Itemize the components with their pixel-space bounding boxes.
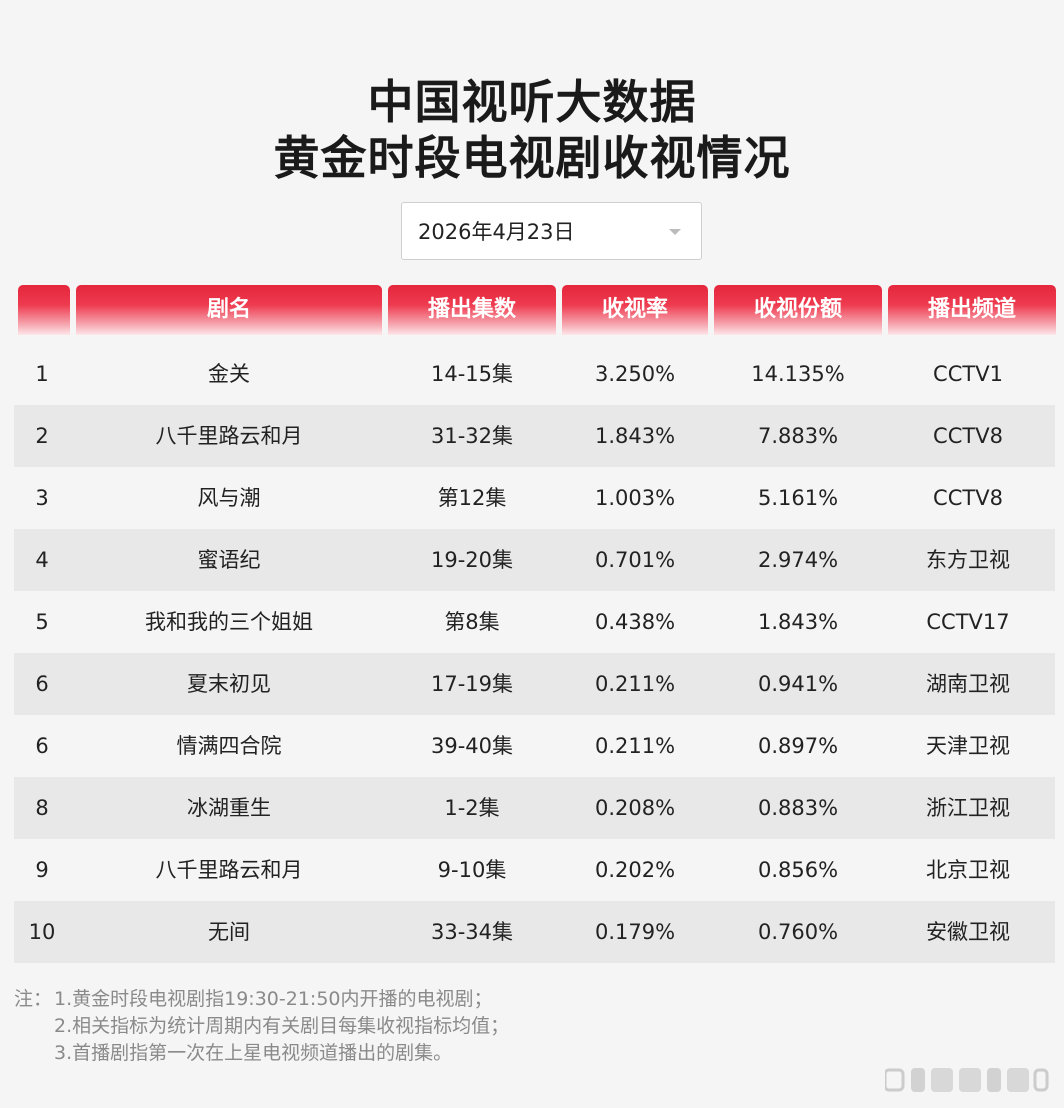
chevron-down-icon (669, 229, 681, 235)
rank-cell: 1 (35, 362, 49, 386)
channel-cell: 东方卫视 (926, 548, 1010, 572)
rating-cell: 1.003% (594, 486, 676, 510)
column-header-rating: 收视率 (562, 285, 708, 335)
channel-cell: 天津卫视 (926, 734, 1010, 758)
rank-cell: 3 (35, 486, 49, 510)
table-row: 8 冰湖重生 1-2集 0.208% 0.883% 浙江卫视 (14, 777, 1055, 839)
share-cell: 2.974% (757, 548, 839, 572)
column-header-share: 收视份额 (714, 285, 882, 335)
drama-name-cell: 蜜语纪 (197, 548, 261, 572)
channel-cell: 湖南卫视 (926, 672, 1010, 696)
episodes-cell: 第12集 (437, 486, 507, 510)
share-cell: 5.161% (757, 486, 839, 510)
table-row: 10 无间 33-34集 0.179% 0.760% 安徽卫视 (14, 901, 1055, 963)
rank-cell: 10 (28, 920, 56, 944)
episodes-cell: 31-32集 (430, 424, 514, 448)
channel-cell: CCTV8 (933, 424, 1003, 448)
rating-cell: 0.202% (594, 858, 676, 882)
rating-cell: 3.250% (594, 362, 676, 386)
drama-name-cell: 风与潮 (197, 486, 261, 510)
rating-cell: 0.179% (594, 920, 676, 944)
table-row: 2 八千里路云和月 31-32集 1.843% 7.883% CCTV8 (14, 405, 1055, 467)
footnote-item: 1.黄金时段电视剧指19:30-21:50内开播的电视剧； (54, 988, 493, 1010)
episodes-cell: 17-19集 (430, 672, 514, 696)
episodes-cell: 第8集 (444, 610, 500, 634)
date-dropdown[interactable]: 2026年4月23日 (401, 202, 702, 260)
rank-cell: 6 (35, 672, 49, 696)
share-cell: 14.135% (751, 362, 845, 386)
watermark-logo (885, 1068, 1049, 1092)
column-header-drama-name: 剧名 (76, 285, 382, 335)
episodes-cell: 19-20集 (430, 548, 514, 572)
date-dropdown-value: 2026年4月23日 (418, 220, 575, 244)
channel-cell: 安徽卫视 (926, 920, 1010, 944)
episodes-cell: 1-2集 (444, 796, 500, 820)
drama-name-cell: 无间 (208, 920, 250, 944)
table-row: 9 八千里路云和月 9-10集 0.202% 0.856% 北京卫视 (14, 839, 1055, 901)
rating-cell: 0.438% (594, 610, 676, 634)
rank-cell: 9 (35, 858, 49, 882)
drama-name-cell: 八千里路云和月 (155, 424, 303, 448)
share-cell: 1.843% (757, 610, 839, 634)
rank-cell: 8 (35, 796, 49, 820)
table-row: 6 情满四合院 39-40集 0.211% 0.897% 天津卫视 (14, 715, 1055, 777)
column-header-episodes: 播出集数 (388, 285, 556, 335)
rating-cell: 0.211% (594, 672, 676, 696)
rank-cell: 5 (35, 610, 49, 634)
column-header-channel: 播出频道 (888, 285, 1056, 335)
episodes-cell: 14-15集 (430, 362, 514, 386)
drama-name-cell: 金关 (208, 362, 250, 386)
footnote-item: 3.首播剧指第一次在上星电视频道播出的剧集。 (54, 1042, 453, 1064)
episodes-cell: 9-10集 (437, 858, 507, 882)
rating-cell: 0.208% (594, 796, 676, 820)
channel-cell: CCTV8 (933, 486, 1003, 510)
column-header-rank (18, 285, 70, 335)
rank-cell: 6 (35, 734, 49, 758)
title-line-2: 黄金时段电视剧收视情况 (273, 131, 791, 185)
share-cell: 7.883% (757, 424, 839, 448)
channel-cell: 浙江卫视 (926, 796, 1010, 820)
drama-name-cell: 情满四合院 (176, 734, 282, 758)
share-cell: 0.897% (757, 734, 839, 758)
page-title: 中国视听大数据 黄金时段电视剧收视情况 (0, 74, 1064, 186)
share-cell: 0.941% (757, 672, 839, 696)
channel-cell: CCTV17 (926, 610, 1010, 634)
rank-cell: 4 (35, 548, 49, 572)
drama-name-cell: 夏末初见 (187, 672, 271, 696)
footnote-item: 2.相关指标为统计周期内有关剧目每集收视指标均值； (54, 1015, 510, 1037)
rank-cell: 2 (35, 424, 49, 448)
episodes-cell: 39-40集 (430, 734, 514, 758)
table-row: 1 金关 14-15集 3.250% 14.135% CCTV1 (14, 343, 1055, 405)
table-row: 6 夏末初见 17-19集 0.211% 0.941% 湖南卫视 (14, 653, 1055, 715)
channel-cell: 北京卫视 (926, 858, 1010, 882)
table-row: 4 蜜语纪 19-20集 0.701% 2.974% 东方卫视 (14, 529, 1055, 591)
drama-name-cell: 我和我的三个姐姐 (145, 610, 313, 634)
share-cell: 0.856% (757, 858, 839, 882)
episodes-cell: 33-34集 (430, 920, 514, 944)
drama-name-cell: 冰湖重生 (187, 796, 271, 820)
rating-cell: 1.843% (594, 424, 676, 448)
table-row: 3 风与潮 第12集 1.003% 5.161% CCTV8 (14, 467, 1055, 529)
channel-cell: CCTV1 (933, 362, 1003, 386)
table-row: 5 我和我的三个姐姐 第8集 0.438% 1.843% CCTV17 (14, 591, 1055, 653)
drama-name-cell: 八千里路云和月 (155, 858, 303, 882)
rating-cell: 0.701% (594, 548, 676, 572)
share-cell: 0.883% (757, 796, 839, 820)
footnote-prefix: 注： (14, 988, 53, 1010)
title-line-1: 中国视听大数据 (367, 75, 697, 129)
rating-cell: 0.211% (594, 734, 676, 758)
share-cell: 0.760% (757, 920, 839, 944)
